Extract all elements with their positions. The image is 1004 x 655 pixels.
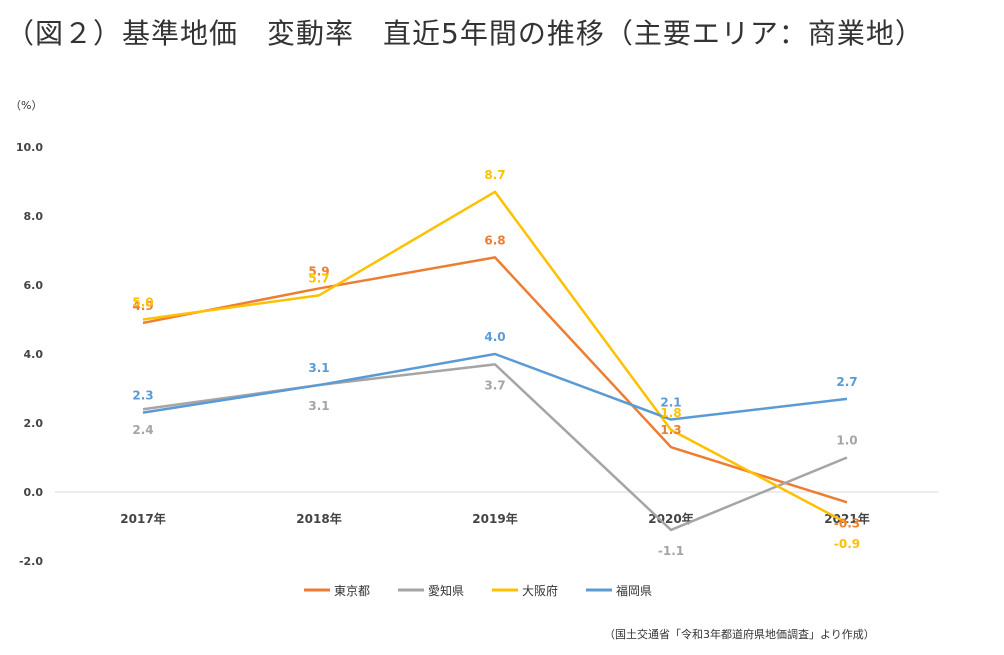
data-label: -0.9 (834, 537, 860, 551)
data-label: 1.0 (836, 434, 857, 448)
y-tick-label: 8.0 (24, 210, 44, 223)
data-label: 5.9 (308, 264, 329, 278)
data-label: 6.8 (484, 233, 505, 247)
data-label: 8.7 (484, 168, 505, 182)
series-line (142, 256, 848, 504)
x-tick-label: 2021年 (824, 511, 869, 526)
data-label: -0.3 (834, 516, 860, 530)
y-tick-label: 0.0 (24, 486, 44, 499)
data-label: 4.0 (484, 330, 505, 344)
series-line (142, 352, 848, 421)
source-note: （国土交通省「令和3年都道府県地価調査」より作成） (604, 628, 875, 641)
legend-label: 大阪府 (522, 583, 558, 598)
y-tick-label: 2.0 (24, 417, 44, 430)
y-tick-label: 6.0 (24, 279, 44, 292)
x-tick-label: 2017年 (120, 511, 165, 526)
data-label: -1.1 (658, 544, 684, 558)
data-label: 1.3 (660, 423, 681, 437)
data-label: 3.1 (308, 399, 329, 413)
data-label: 4.9 (132, 299, 153, 313)
legend-label: 東京都 (334, 584, 370, 598)
data-label: 2.4 (132, 423, 153, 437)
x-tick-label: 2018年 (296, 511, 341, 526)
data-label: 2.7 (836, 375, 857, 389)
data-label: 5.0 (132, 296, 153, 310)
x-tick-label: 2020年 (648, 511, 693, 526)
data-label: 2.1 (660, 396, 681, 410)
data-label: 1.8 (660, 406, 681, 420)
y-axis-unit: （%） (10, 99, 43, 112)
data-label: 5.7 (308, 271, 329, 285)
data-label: 3.1 (308, 361, 329, 375)
chart-title: （図２）基準地価 変動率 直近5年間の推移（主要エリア：商業地） (6, 17, 924, 50)
y-tick-label: 4.0 (24, 348, 44, 361)
data-label: 2.3 (132, 389, 153, 403)
data-label: 3.7 (484, 378, 505, 392)
series-line (142, 190, 848, 525)
x-tick-label: 2019年 (472, 511, 517, 526)
legend-label: 愛知県 (428, 584, 464, 598)
y-tick-label: -2.0 (19, 555, 43, 568)
y-tick-label: 10.0 (16, 141, 43, 154)
legend-label: 福岡県 (616, 583, 652, 598)
